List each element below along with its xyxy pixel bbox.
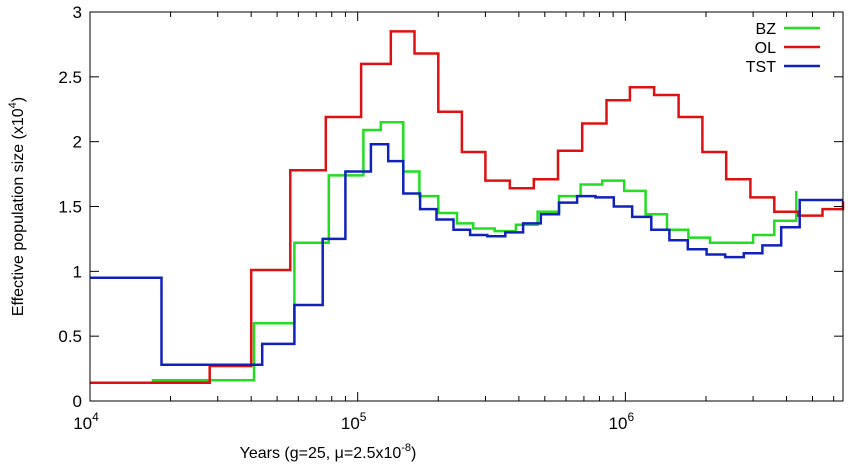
series-layer — [90, 30, 845, 385]
x-tick-label: 104 — [73, 410, 99, 433]
legend-label-ol: OL — [755, 40, 776, 57]
x-axis: 104 105 106 — [73, 12, 835, 433]
x-axis-title: Years (g=25, μ=2.5x10-8) — [240, 442, 417, 462]
x-tick-base: 10 — [341, 414, 360, 433]
x-axis-title-text: Years (g=25, μ=2.5x10 — [240, 445, 402, 462]
y-tick-label: 0 — [73, 392, 82, 411]
legend: BZ OL TST — [746, 21, 820, 76]
y-axis: 0 0.5 1 1.5 2 2.5 3 — [58, 3, 843, 411]
x-tick-label: 105 — [341, 410, 367, 433]
x-tick-label: 106 — [609, 410, 635, 433]
y-axis-title: Effective population size (x104) — [7, 97, 27, 316]
series-line-bz — [151, 120, 798, 382]
x-axis-title-suffix: ) — [411, 445, 416, 462]
y-tick-label: 2.5 — [58, 68, 82, 87]
y-tick-label: 3 — [73, 3, 82, 22]
x-tick-exponent: 5 — [360, 410, 367, 424]
plot-frame — [89, 11, 844, 402]
y-tick-label: 1.5 — [58, 198, 82, 217]
y-tick-label: 0.5 — [58, 327, 82, 346]
legend-label-bz: BZ — [756, 21, 777, 38]
legend-label-tst: TST — [746, 59, 776, 76]
x-tick-base: 10 — [73, 414, 92, 433]
y-tick-label: 1 — [73, 262, 82, 281]
x-axis-title-exponent: -8 — [401, 442, 411, 454]
y-tick-label: 2 — [73, 133, 82, 152]
x-tick-exponent: 4 — [92, 410, 99, 424]
y-axis-title-suffix: ) — [10, 97, 27, 102]
x-tick-exponent: 6 — [628, 410, 635, 424]
series-line-ol — [90, 30, 845, 385]
y-axis-title-text: Effective population size (x10 — [10, 108, 27, 316]
series-line-tst — [90, 143, 843, 366]
y-axis-title-exponent: 4 — [7, 102, 19, 108]
x-tick-base: 10 — [609, 414, 628, 433]
